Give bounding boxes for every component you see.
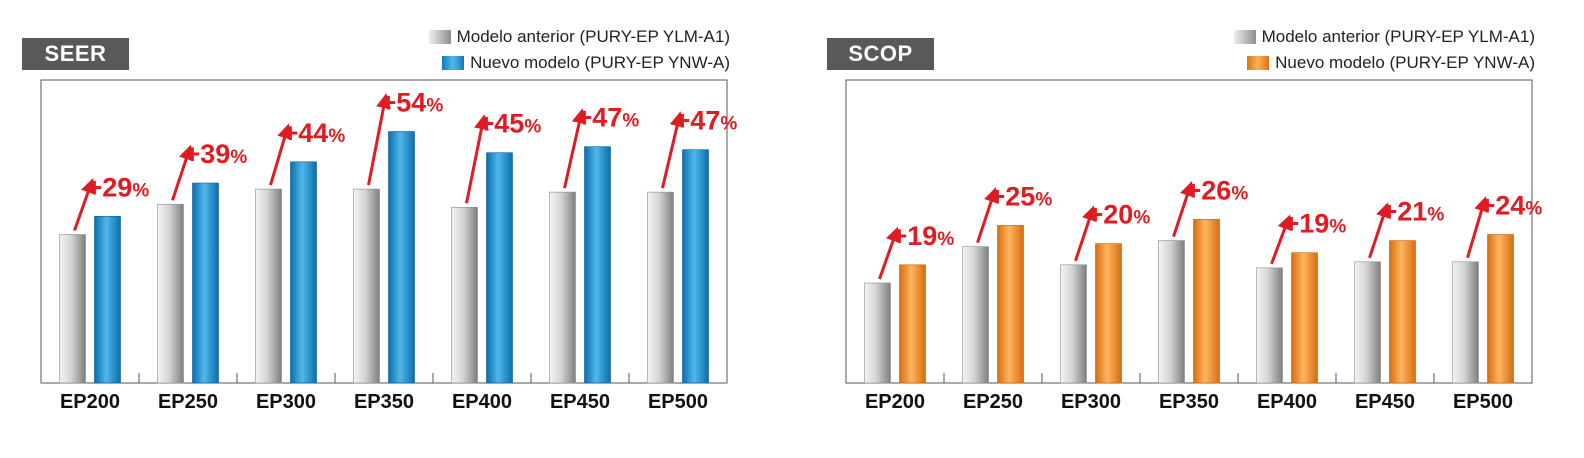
increase-arrow	[171, 144, 194, 201]
bar-old-ep450	[1354, 261, 1381, 384]
bar-new-ep350	[1193, 219, 1220, 384]
increase-arrow	[1466, 196, 1489, 259]
bar-old-ep250	[962, 246, 989, 384]
increase-label: +19%	[1284, 209, 1347, 239]
increase-label: +21%	[1382, 197, 1445, 227]
bar-new-ep300	[1095, 243, 1122, 384]
bar-old-ep200	[59, 234, 86, 384]
legend-label-new: Nuevo modelo (PURY-EP YNW-A)	[470, 53, 730, 72]
increase-arrow	[563, 108, 587, 189]
category-label: EP450	[550, 391, 610, 413]
bar-old-ep500	[647, 191, 674, 384]
increase-arrow	[1074, 205, 1097, 262]
category-label: EP300	[256, 391, 316, 413]
increase-label: +47%	[577, 103, 640, 133]
increase-label: +39%	[185, 139, 248, 169]
increase-arrow	[1172, 181, 1195, 238]
legend-swatch-new	[442, 56, 465, 70]
bar-new-ep450	[584, 146, 611, 384]
bar-old-ep350	[353, 188, 380, 384]
increase-arrow	[465, 114, 489, 204]
legend-item-new: Nuevo modelo (PURY-EP YNW-A)	[429, 50, 730, 76]
scop-chart-panel: SCOP Modelo anterior (PURY-EP YLM-A1) Nu…	[823, 0, 1583, 458]
category-label: EP250	[963, 391, 1023, 413]
bar-old-ep300	[255, 188, 282, 384]
bar-old-ep300	[1060, 264, 1087, 384]
bar-new-ep250	[997, 225, 1024, 384]
category-label: EP350	[1159, 391, 1219, 413]
bar-new-ep350	[388, 131, 415, 384]
category-label: EP400	[452, 391, 512, 413]
bar-new-ep250	[192, 182, 219, 384]
bar-new-ep400	[486, 152, 513, 384]
bar-old-ep500	[1452, 261, 1479, 384]
legend-item-old: Modelo anterior (PURY-EP YLM-A1)	[1233, 24, 1535, 50]
category-label: EP200	[865, 391, 925, 413]
category-label: EP500	[1453, 391, 1513, 413]
chart-legend: Modelo anterior (PURY-EP YLM-A1) Nuevo m…	[428, 24, 730, 76]
plot-frame	[845, 79, 1533, 384]
increase-label: +45%	[479, 109, 542, 139]
category-label: EP500	[648, 391, 708, 413]
bar-old-ep250	[157, 203, 184, 384]
legend-swatch-old	[428, 30, 451, 44]
bar-new-ep400	[1291, 252, 1318, 384]
bar-new-ep500	[1487, 234, 1514, 384]
increase-label: +47%	[675, 106, 738, 136]
increase-arrow	[269, 123, 292, 186]
increase-arrow	[661, 111, 685, 189]
increase-label: +54%	[381, 88, 444, 118]
bar-old-ep400	[1256, 267, 1283, 384]
bar-old-ep200	[864, 282, 891, 384]
legend-label-old: Modelo anterior (PURY-EP YLM-A1)	[1261, 27, 1535, 46]
increase-label: +29%	[87, 172, 150, 202]
seer-chart-panel: SEER Modelo anterior (PURY-EP YLM-A1) Nu…	[18, 0, 778, 458]
bar-new-ep200	[94, 216, 121, 384]
legend-item-old: Modelo anterior (PURY-EP YLM-A1)	[428, 24, 730, 50]
category-label: EP250	[158, 391, 218, 413]
bar-old-ep450	[549, 191, 576, 384]
chart-title: SCOP	[827, 38, 934, 70]
increase-arrow	[1368, 202, 1391, 259]
increase-label: +25%	[990, 181, 1053, 211]
increase-arrow	[73, 178, 96, 232]
increase-label: +19%	[892, 221, 955, 251]
scop-plot: +19% EP200 +25% EP250 +20% EP300 +26% EP350 +19%…	[845, 79, 1543, 413]
bar-new-ep450	[1389, 240, 1416, 384]
bar-old-ep400	[451, 206, 478, 384]
category-label: EP200	[60, 391, 120, 413]
increase-arrow	[878, 226, 901, 280]
seer-plot: +29% EP200 +39% EP250 +44% EP300 +54% EP350 +45%…	[40, 79, 738, 413]
increase-arrow	[1270, 214, 1292, 265]
category-label: EP350	[354, 391, 414, 413]
increase-arrow	[976, 187, 999, 244]
chart-legend: Modelo anterior (PURY-EP YLM-A1) Nuevo m…	[1233, 24, 1535, 76]
legend-swatch-old	[1233, 30, 1256, 44]
category-label: EP300	[1061, 391, 1121, 413]
increase-arrow	[367, 93, 391, 186]
bar-old-ep350	[1158, 240, 1185, 384]
increase-label: +44%	[283, 118, 346, 148]
legend-swatch-new	[1247, 56, 1270, 70]
category-label: EP450	[1355, 391, 1415, 413]
chart-title: SEER	[22, 38, 129, 70]
legend-label-new: Nuevo modelo (PURY-EP YNW-A)	[1275, 53, 1535, 72]
plot-frame	[40, 79, 728, 384]
legend-label-old: Modelo anterior (PURY-EP YLM-A1)	[456, 27, 730, 46]
increase-label: +24%	[1480, 191, 1543, 221]
bar-new-ep300	[290, 161, 317, 384]
increase-label: +20%	[1088, 200, 1151, 230]
bar-new-ep200	[899, 264, 926, 384]
legend-item-new: Nuevo modelo (PURY-EP YNW-A)	[1234, 50, 1535, 76]
bar-new-ep500	[682, 149, 709, 384]
category-label: EP400	[1257, 391, 1317, 413]
increase-label: +26%	[1186, 175, 1249, 205]
